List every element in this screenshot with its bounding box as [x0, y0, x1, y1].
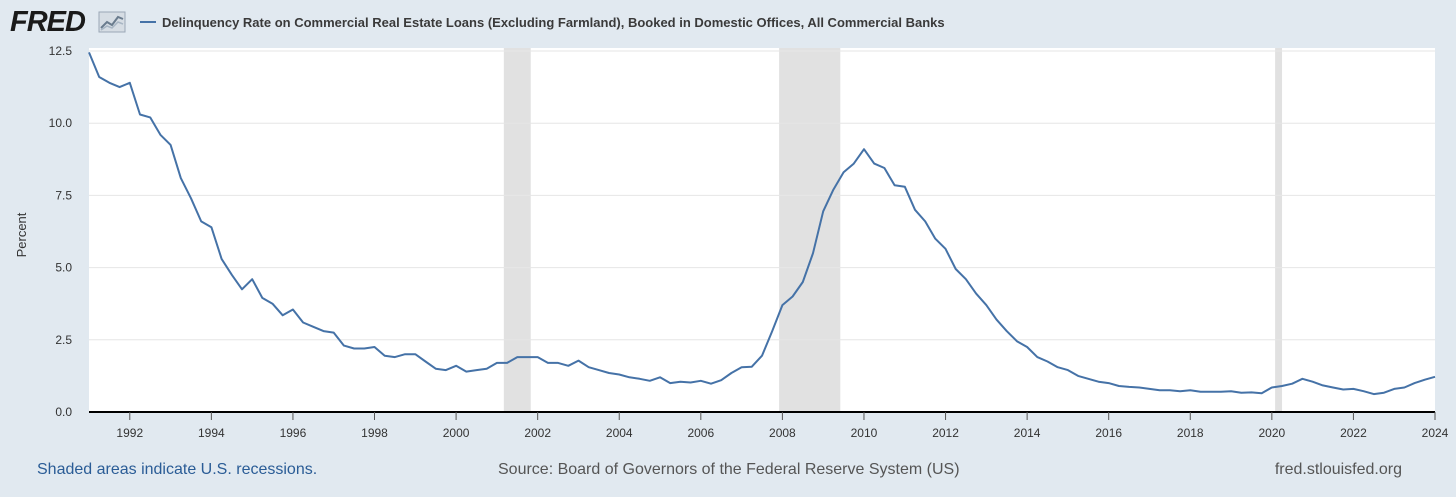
x-tick-label: 2006: [687, 426, 714, 440]
fred-logo[interactable]: FRED: [10, 6, 86, 38]
y-tick-label: 10.0: [49, 116, 73, 130]
x-tick-label: 1998: [361, 426, 388, 440]
x-tick-label: 2002: [524, 426, 551, 440]
plot-area: [89, 48, 1435, 412]
legend-swatch: [140, 21, 156, 23]
x-tick-label: 1996: [280, 426, 307, 440]
gridlines: [89, 50, 1435, 341]
y-tick-label: 0.0: [55, 405, 72, 419]
line-chart: 0.0 2.5 5.0 7.5 10.0 12.5 1992 1994 1996 1998 200…: [14, 44, 1449, 440]
y-tick-label: 2.5: [55, 333, 72, 347]
x-tick-label: 2020: [1258, 426, 1285, 440]
y-tick-label: 7.5: [55, 188, 72, 202]
x-tick-label: 2014: [1014, 426, 1041, 440]
recession-band-1: [503, 48, 531, 412]
y-tick-label: 12.5: [49, 44, 73, 58]
x-tick-label: 2022: [1340, 426, 1367, 440]
x-tick-label: 2012: [932, 426, 959, 440]
series-line-1[interactable]: [88, 52, 1436, 396]
x-tick-label: 2010: [851, 426, 878, 440]
recession-band-3: [1275, 48, 1283, 412]
x-axis: 1992 1994 1996 1998 2000 2002 2004 2006 2008 2010…: [89, 411, 1449, 440]
x-tick-label: 2008: [769, 426, 796, 440]
x-tick-label: 2016: [1095, 426, 1122, 440]
recession-bands: [503, 48, 1283, 412]
chart-legend: Delinquency Rate on Commercial Real Esta…: [140, 13, 945, 31]
y-axis-label: Percent: [14, 212, 29, 257]
x-tick-label: 2000: [443, 426, 470, 440]
source-note: Source: Board of Governors of the Federa…: [498, 461, 960, 478]
series: [88, 52, 1436, 396]
recession-band-2: [779, 48, 841, 412]
x-tick-label: 1992: [116, 426, 143, 440]
x-tick-label: 2004: [606, 426, 633, 440]
recession-note: Shaded areas indicate U.S. recessions.: [37, 461, 318, 478]
chart-header: FRED Delinquency Rate on Commercial Real…: [0, 0, 1456, 46]
y-axis: 0.0 2.5 5.0 7.5 10.0 12.5: [49, 44, 73, 419]
chart-line-icon: [98, 11, 126, 33]
x-tick-label: 2018: [1177, 426, 1204, 440]
legend-label: Delinquency Rate on Commercial Real Esta…: [162, 14, 945, 30]
y-tick-label: 5.0: [55, 261, 72, 275]
site-link[interactable]: fred.stlouisfed.org: [1274, 461, 1402, 478]
x-tick-label: 2024: [1422, 426, 1449, 440]
x-tick-label: 1994: [198, 426, 225, 440]
